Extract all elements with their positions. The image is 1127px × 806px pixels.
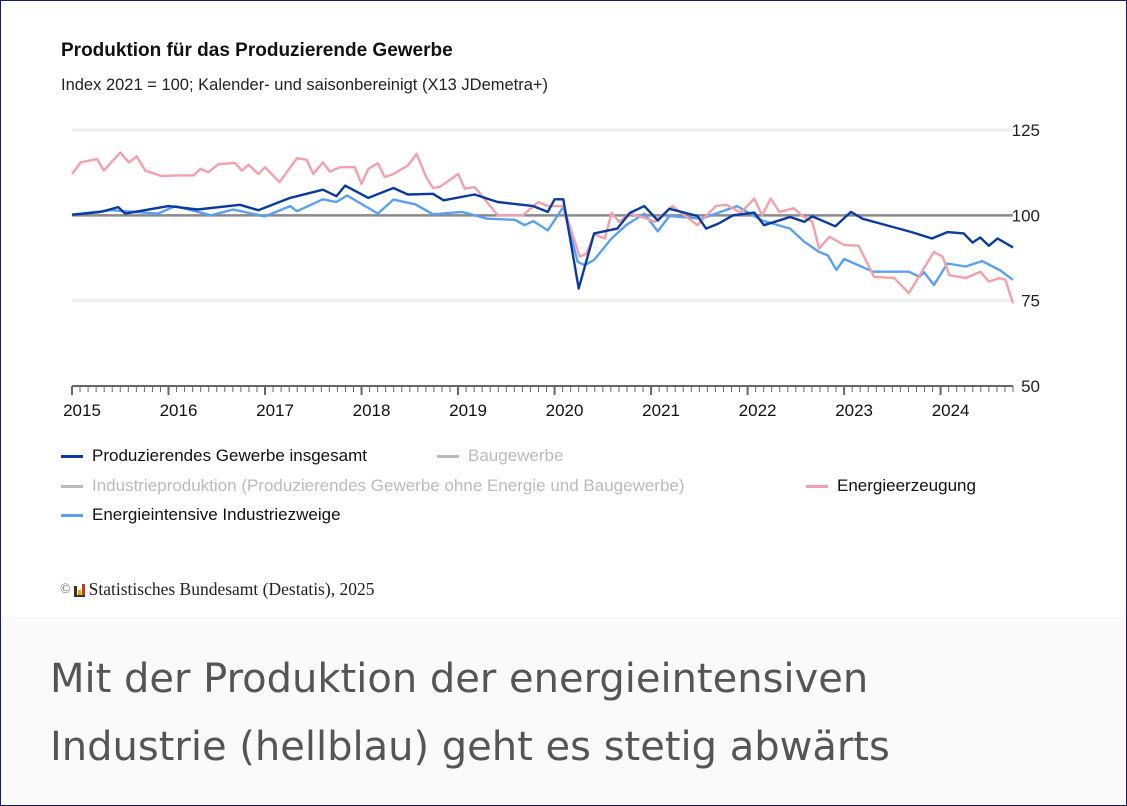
- source-credit: © Statistisches Bundesamt (Destatis), 20…: [60, 579, 374, 600]
- legend-item-produzierendes-gewerbe[interactable]: Produzierendes Gewerbe insgesamt: [61, 446, 367, 466]
- chart-title: Produktion für das Produzierende Gewerbe: [61, 40, 453, 61]
- x-tick-label: 2022: [739, 401, 777, 420]
- source-text: Statistisches Bundesamt (Destatis), 2025: [88, 579, 375, 599]
- caption-text: Mit der Produktion der energieintensiven…: [50, 656, 890, 770]
- legend-label: Energieintensive Industriezweige: [92, 505, 341, 524]
- legend-label: Produzierendes Gewerbe insgesamt: [92, 446, 367, 465]
- legend-item-industrieproduktion[interactable]: Industrieproduktion (Produzierendes Gewe…: [61, 476, 685, 496]
- destatis-logo-icon: [73, 582, 85, 597]
- legend-item-energieerzeugung[interactable]: Energieerzeugung: [806, 476, 976, 496]
- legend-label: Baugewerbe: [468, 446, 564, 465]
- x-tick-label: 2019: [449, 401, 487, 420]
- x-tick-label: 2023: [835, 401, 873, 420]
- legend-swatch: [61, 513, 83, 517]
- x-tick-label: 2018: [353, 401, 391, 420]
- x-tick-label: 2016: [160, 401, 198, 420]
- legend-label: Energieerzeugung: [837, 476, 976, 495]
- x-tick-label: 2020: [546, 401, 584, 420]
- legend-swatch: [437, 454, 459, 458]
- y-tick-label: 125: [1012, 121, 1040, 140]
- y-tick-label: 50: [1021, 377, 1040, 396]
- series-line-energieerzeugung: [71, 151, 1015, 304]
- x-tick-label: 2021: [642, 401, 680, 420]
- legend-item-energieintensive[interactable]: Energieintensive Industriezweige: [61, 505, 341, 525]
- chart-subtitle: Index 2021 = 100; Kalender- und saisonbe…: [61, 76, 549, 94]
- legend-item-baugewerbe[interactable]: Baugewerbe: [437, 446, 563, 466]
- y-tick-label: 100: [1012, 206, 1040, 225]
- legend-label: Industrieproduktion (Produzierendes Gewe…: [92, 476, 685, 495]
- series-line-energieintensive-industriezweige: [71, 194, 1014, 287]
- y-tick-label: 75: [1021, 292, 1040, 311]
- legend-swatch: [806, 484, 828, 488]
- legend-swatch: [61, 454, 83, 458]
- caption-area: Mit der Produktion der energieintensiven…: [1, 617, 1126, 805]
- line-chart: 125 100 75 50 2015 2016 2017 2018 2019 2020 2021 20…: [63, 121, 1040, 420]
- series-line-produzierendes-gewerbe-insgesamt: [71, 184, 1014, 290]
- x-tick-label: 2017: [256, 401, 294, 420]
- legend-swatch: [61, 484, 83, 488]
- copyright-symbol: ©: [60, 581, 71, 597]
- x-tick-label: 2015: [63, 401, 101, 420]
- x-tick-label: 2024: [932, 401, 970, 420]
